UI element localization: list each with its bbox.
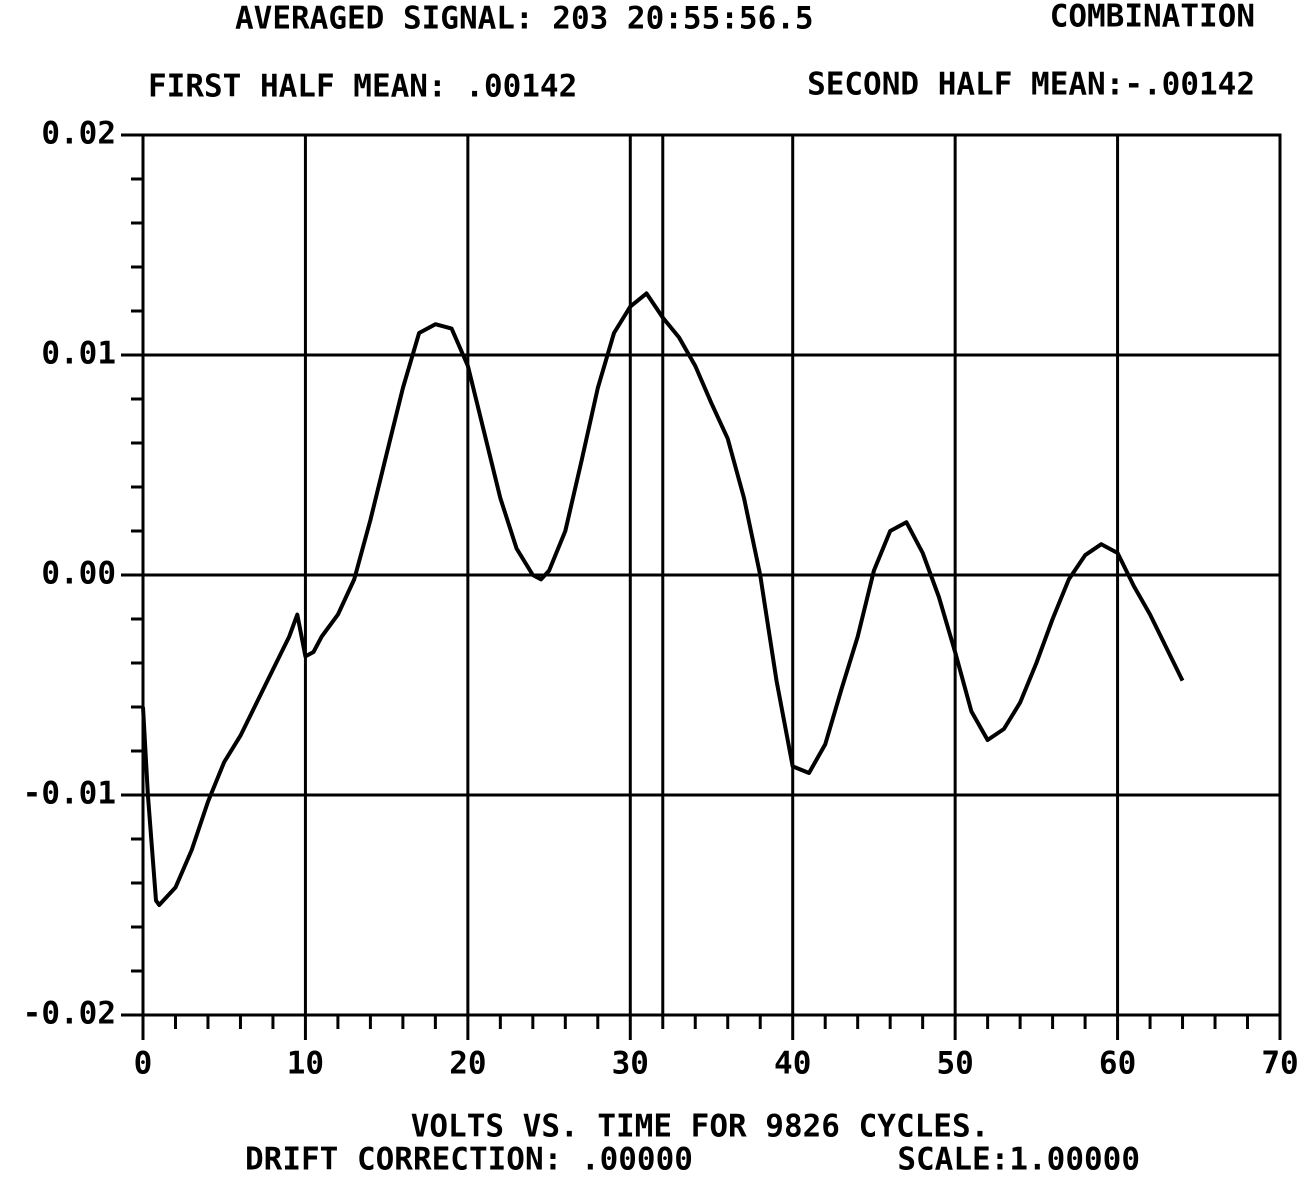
- x-tick-label: 30: [612, 1046, 649, 1082]
- x-tick-label: 50: [936, 1046, 973, 1082]
- x-tick-label: 70: [1261, 1046, 1298, 1082]
- footer-left: DRIFT CORRECTION: .00000: [245, 1142, 693, 1178]
- subtitle-right: SECOND HALF MEAN:-.00142: [807, 67, 1255, 103]
- signal-line: [141, 291, 1185, 907]
- y-tick-label: 0.00: [41, 556, 116, 592]
- x-tick-label: 10: [287, 1046, 324, 1082]
- y-tick-label: -0.02: [23, 996, 116, 1032]
- y-tick-label: 0.01: [41, 336, 116, 372]
- x-tick-label: 60: [1099, 1046, 1136, 1082]
- x-tick-label: 20: [449, 1046, 486, 1082]
- y-tick-label: 0.02: [41, 116, 116, 152]
- x-tick-label: 0: [134, 1046, 153, 1082]
- x-axis-label: VOLTS VS. TIME FOR 9826 CYCLES.: [411, 1109, 990, 1145]
- subtitle-left: FIRST HALF MEAN: .00142: [148, 69, 577, 105]
- chart-title: AVERAGED SIGNAL: 203 20:55:56.5: [235, 1, 814, 37]
- footer-right: SCALE:1.00000: [897, 1142, 1140, 1178]
- title-right: COMBINATION: [1050, 0, 1255, 35]
- y-tick-label: -0.01: [23, 776, 116, 812]
- x-tick-label: 40: [774, 1046, 811, 1082]
